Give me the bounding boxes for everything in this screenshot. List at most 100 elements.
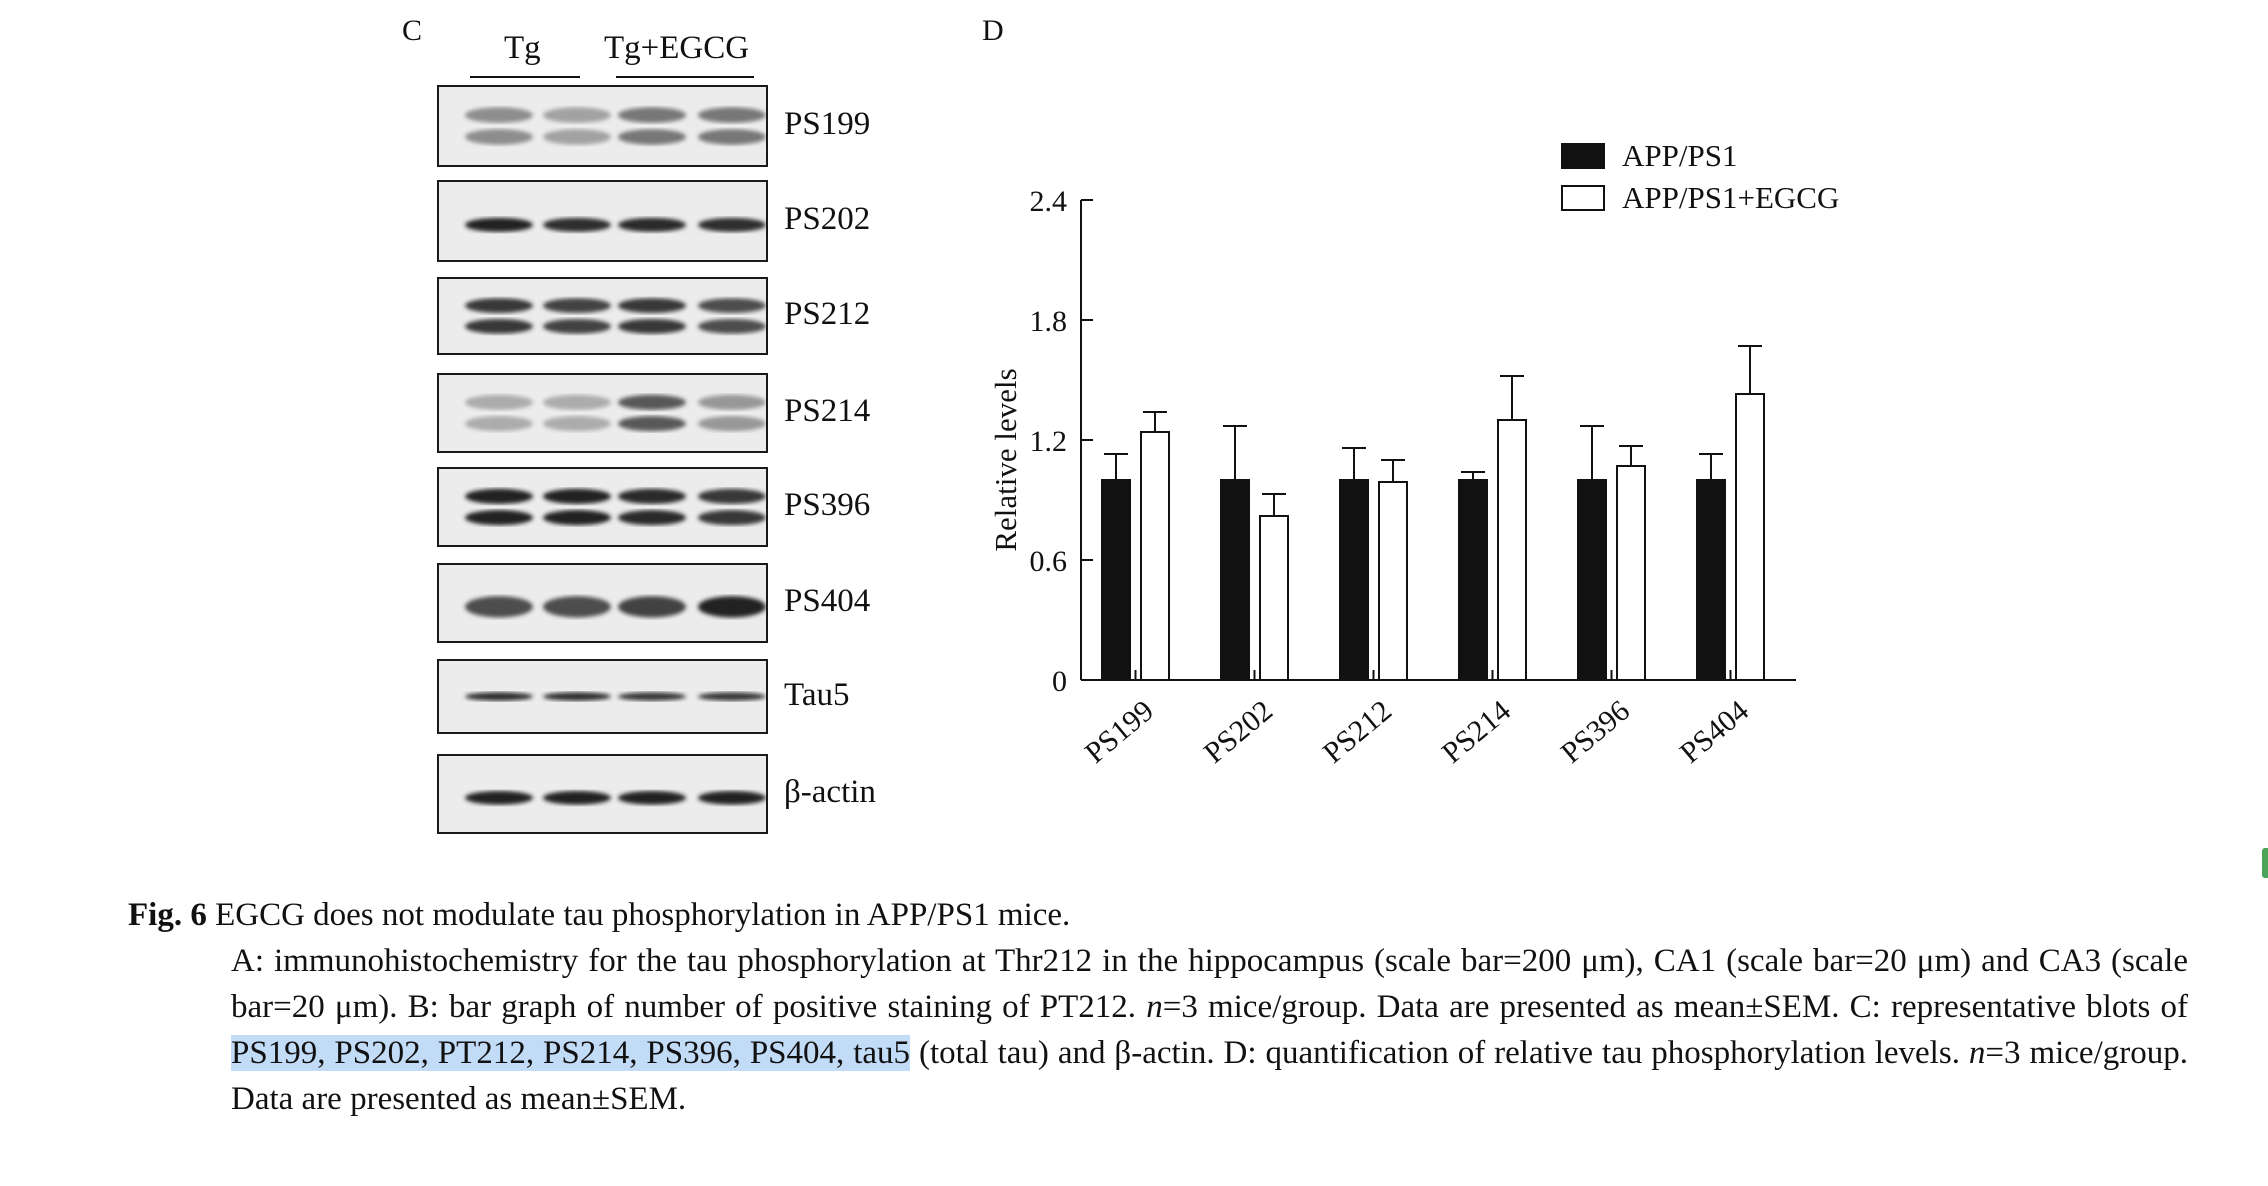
y-axis-label: Relative levels <box>988 368 1023 551</box>
blot-band <box>543 318 611 334</box>
blot-band <box>698 129 766 145</box>
blot-label-ps404: PS404 <box>784 583 871 619</box>
blot-band <box>618 596 686 618</box>
blot-band <box>618 488 686 504</box>
blot-tau5 <box>437 659 768 734</box>
caption-part-d: =3 mice/group. Data are presented as mea… <box>231 1035 2188 1117</box>
legend-swatch-app-ps1 <box>1561 143 1605 169</box>
y-tick-label: 1.2 <box>1030 425 1068 458</box>
blot-band <box>543 217 611 232</box>
blot-ps396 <box>437 467 768 547</box>
legend-swatch-app-ps1-egcg <box>1561 185 1605 211</box>
bar-app-ps1-egcg <box>1259 515 1289 681</box>
blot-band <box>698 298 766 314</box>
blot-band <box>465 692 533 701</box>
side-edge-marker <box>2262 848 2268 878</box>
y-tick-label: 0.6 <box>1030 545 1068 578</box>
bar-app-ps1 <box>1577 479 1607 681</box>
blot-band <box>465 394 533 410</box>
blot-band <box>618 318 686 334</box>
y-tick-label: 2.4 <box>1030 185 1068 218</box>
blot-band <box>618 129 686 145</box>
caption-part-a: A: immunohistochemistry for the tau phos… <box>231 943 2188 1025</box>
caption-title: EGCG does not modulate tau phosphorylati… <box>215 897 1071 933</box>
blot-band <box>618 394 686 410</box>
blot-band <box>465 217 533 232</box>
blot-label-ps212: PS212 <box>784 296 871 332</box>
blot-band <box>543 107 611 123</box>
group-label-tg-egcg: Tg+EGCG <box>604 30 750 66</box>
blot-band <box>465 510 533 526</box>
blot-band <box>465 790 533 805</box>
blot-actin <box>437 754 768 834</box>
bar-app-ps1-egcg <box>1616 465 1646 681</box>
group-underline-tg <box>470 76 580 78</box>
blot-band <box>543 416 611 432</box>
x-tick-label: PS202 <box>1198 694 1279 770</box>
blot-ps199 <box>437 85 768 167</box>
blot-band <box>543 129 611 145</box>
legend-label-app-ps1-egcg: APP/PS1+EGCG <box>1622 180 1839 215</box>
blot-band <box>543 510 611 526</box>
blot-band <box>698 416 766 432</box>
caption-part-b: =3 mice/group. Data are presented as mea… <box>1162 989 2189 1025</box>
blot-ps212 <box>437 277 768 355</box>
bar-app-ps1 <box>1339 479 1369 681</box>
blot-band <box>618 217 686 232</box>
blot-band <box>618 298 686 314</box>
blot-band <box>698 596 766 618</box>
bar-app-ps1 <box>1220 479 1250 681</box>
blot-label-actin: β-actin <box>784 774 876 810</box>
bar-app-ps1-egcg <box>1140 431 1170 681</box>
group-underline-tg-egcg <box>616 76 754 78</box>
blot-band <box>465 318 533 334</box>
blot-band <box>698 394 766 410</box>
group-label-tg: Tg <box>504 30 541 66</box>
caption-n-1: n <box>1146 989 1163 1025</box>
blot-label-ps199: PS199 <box>784 106 871 142</box>
figure-caption: Fig. 6 EGCG does not modulate tau phosph… <box>128 892 2188 1122</box>
blot-band <box>618 692 686 701</box>
caption-title-line: Fig. 6 EGCG does not modulate tau phosph… <box>128 892 2188 938</box>
x-tick-label: PS212 <box>1317 694 1398 770</box>
bar-app-ps1-egcg <box>1497 419 1527 681</box>
blot-band <box>698 510 766 526</box>
x-tick-label: PS214 <box>1436 694 1517 770</box>
blot-band <box>543 596 611 618</box>
blot-label-tau5: Tau5 <box>784 676 850 713</box>
x-tick-label: PS396 <box>1555 694 1636 770</box>
caption-body: A: immunohistochemistry for the tau phos… <box>231 938 2188 1122</box>
blot-ps404 <box>437 563 768 643</box>
panel-c-letter: C <box>402 14 423 47</box>
blot-band <box>618 107 686 123</box>
blot-band <box>543 488 611 504</box>
blot-band <box>698 217 766 232</box>
blot-band <box>465 129 533 145</box>
bar-chart: 0 0.6 1.2 1.8 2.4 Relative levels PS199 PS202 PS… <box>988 138 1839 770</box>
bar-app-ps1 <box>1696 479 1726 681</box>
blot-band <box>543 298 611 314</box>
blot-band <box>618 510 686 526</box>
y-tick-label: 0 <box>1052 665 1067 698</box>
blot-band <box>698 488 766 504</box>
bar-app-ps1-egcg <box>1735 393 1765 681</box>
blot-label-ps214: PS214 <box>784 393 871 429</box>
x-tick-label: PS199 <box>1079 694 1160 770</box>
blot-band <box>543 790 611 805</box>
blot-band <box>698 790 766 805</box>
blot-band <box>698 318 766 334</box>
caption-n-2: n <box>1968 1035 1986 1071</box>
blot-band <box>698 107 766 123</box>
caption-highlighted-selection[interactable]: PS199, PS202, PT212, PS214, PS396, PS404… <box>231 1035 911 1071</box>
x-tick-label: PS404 <box>1674 694 1755 770</box>
blot-band <box>618 790 686 805</box>
bar-app-ps1-egcg <box>1378 481 1408 681</box>
blot-band <box>465 488 533 504</box>
blot-ps202 <box>437 180 768 262</box>
blot-label-ps202: PS202 <box>784 201 871 237</box>
blot-ps214 <box>437 373 768 453</box>
blot-label-ps396: PS396 <box>784 487 871 523</box>
caption-part-c: (total tau) and β-actin. D: quantificati… <box>910 1035 1969 1071</box>
blot-band <box>698 692 766 701</box>
blot-band <box>465 416 533 432</box>
